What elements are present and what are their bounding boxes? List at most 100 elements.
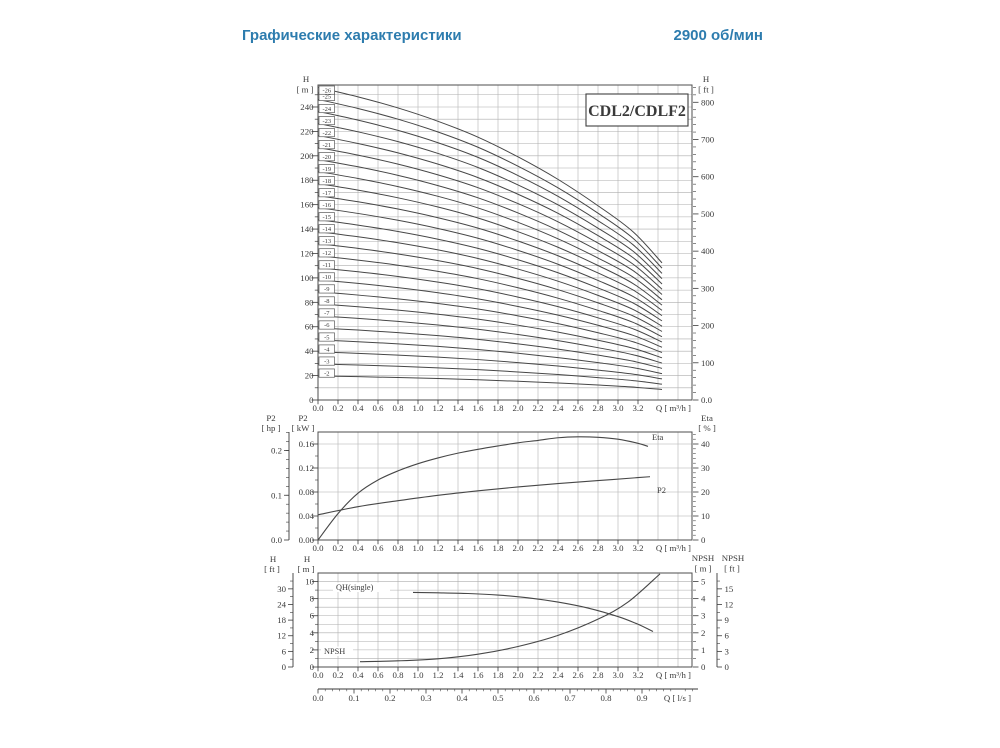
tick-label: 0 — [309, 395, 314, 405]
stage-label-18: -18 — [322, 178, 331, 185]
head-curve-stage-17 — [317, 195, 663, 311]
tick-label: 0.4 — [353, 403, 365, 413]
stage-label-box-26 — [318, 85, 335, 95]
tick-label: 20 — [305, 371, 314, 381]
npsh-label-bg — [321, 646, 353, 656]
tick-label: 1.6 — [473, 670, 485, 680]
tick-label: 2 — [310, 645, 314, 655]
stage-label-box-12 — [318, 248, 335, 258]
head-chart-grid — [318, 85, 692, 400]
tick-label: 3.0 — [613, 670, 625, 680]
p2-curve-label: P2 — [657, 485, 666, 495]
tick-label: 2.0 — [513, 543, 525, 553]
h-m-title-unit: [ m ] — [297, 564, 314, 574]
curve-npsh — [359, 573, 661, 663]
tick-label: 0.6 — [373, 543, 385, 553]
stage-label-box-19 — [318, 164, 335, 174]
stage-label-13: -13 — [322, 238, 331, 245]
stage-label-5: -5 — [324, 334, 329, 341]
tick-label: 2.8 — [593, 543, 605, 553]
tick-label: 15 — [725, 584, 734, 594]
tick-label: 80 — [305, 297, 314, 307]
stage-label-box-21 — [318, 140, 335, 150]
tick-label: 2.2 — [533, 403, 544, 413]
stage-label-box-6 — [318, 320, 335, 330]
tick-label: 4 — [701, 594, 706, 604]
head-curve-stage-19 — [317, 171, 663, 301]
stage-label-7: -7 — [324, 310, 330, 317]
head-curve-stage-15 — [317, 219, 663, 322]
tick-label: 30 — [277, 584, 286, 594]
tick-label: 0.6 — [373, 403, 385, 413]
tick-label: 800 — [701, 97, 715, 107]
tick-label: 0.0 — [313, 693, 325, 703]
tick-label: 3.2 — [633, 670, 644, 680]
tick-label: 10 — [305, 577, 314, 587]
tick-label: 0 — [701, 662, 706, 672]
tick-label: 12 — [725, 599, 734, 609]
tick-label: 6 — [310, 611, 315, 621]
tick-label: 30 — [701, 463, 710, 473]
tick-label: 200 — [701, 321, 715, 331]
stage-label-box-16 — [318, 200, 335, 210]
stage-label-2: -2 — [324, 370, 329, 377]
tick-label: 120 — [300, 248, 314, 258]
tick-label: 400 — [701, 246, 715, 256]
tick-label: 0.1 — [271, 490, 282, 500]
tick-label: 0.0 — [271, 535, 283, 545]
head-curve-stage-9 — [317, 291, 663, 353]
h-ft-title: H — [270, 554, 277, 564]
head-curve-stage-25 — [317, 98, 663, 269]
tick-label: 1.0 — [413, 543, 425, 553]
tick-label: 1.2 — [433, 543, 444, 553]
stage-label-19: -19 — [322, 166, 331, 173]
tick-label: 2.6 — [573, 543, 585, 553]
tick-label: 3.0 — [613, 543, 625, 553]
tick-label: 1.4 — [453, 543, 465, 553]
tick-label: 2.6 — [573, 670, 585, 680]
stage-label-8: -8 — [324, 298, 329, 305]
tick-label: 700 — [701, 135, 715, 145]
tick-label: 0.2 — [333, 543, 344, 553]
tick-label: 0.4 — [457, 693, 469, 703]
y-left-title: H — [303, 74, 310, 84]
tick-label: 600 — [701, 172, 715, 182]
stage-label-box-3 — [318, 356, 335, 366]
tick-label: 0.0 — [313, 403, 325, 413]
tick-label: 1 — [701, 645, 705, 655]
page-title: Графические характеристики — [242, 27, 462, 44]
tick-label: 240 — [300, 102, 314, 112]
tick-label: 0.4 — [353, 670, 365, 680]
h-ft-title-unit: [ ft ] — [264, 564, 280, 574]
head-curve-stage-11 — [317, 267, 663, 343]
head-chart: -2 -3 -4 -5 -6 -7 -8 -9 -10 -11 -12 -13 -14 -15 -16 -17… — [296, 74, 714, 413]
stage-label-11: -11 — [323, 262, 331, 269]
tick-label: 40 — [701, 439, 710, 449]
stage-label-box-24 — [318, 104, 335, 114]
tick-label: 160 — [300, 200, 314, 210]
tick-label: 24 — [277, 599, 286, 609]
tick-label: 2.2 — [533, 670, 544, 680]
tick-label: 9 — [725, 615, 730, 625]
qh-curve-label: QH(single) — [336, 583, 374, 592]
kw-title-unit: [ kW ] — [292, 423, 315, 433]
tick-label: 6 — [282, 646, 287, 656]
stage-label-23: -23 — [322, 118, 331, 125]
tick-label: 12 — [277, 631, 286, 641]
tick-label: 2.4 — [553, 543, 565, 553]
tick-label: 2 — [701, 628, 705, 638]
stage-label-14: -14 — [322, 226, 331, 233]
stage-label-box-7 — [318, 308, 335, 318]
stage-label-box-22 — [318, 128, 335, 138]
curve-qh-single — [412, 591, 654, 633]
tick-label: 220 — [300, 126, 314, 136]
head-curve-stage-16 — [317, 207, 663, 317]
head-curve-stage-20 — [317, 158, 663, 295]
tick-label: 1.0 — [413, 403, 425, 413]
tick-label: 1.6 — [473, 543, 485, 553]
tick-label: 0.0 — [313, 543, 325, 553]
stage-label-3: -3 — [324, 358, 329, 365]
stage-label-box-9 — [318, 284, 335, 294]
